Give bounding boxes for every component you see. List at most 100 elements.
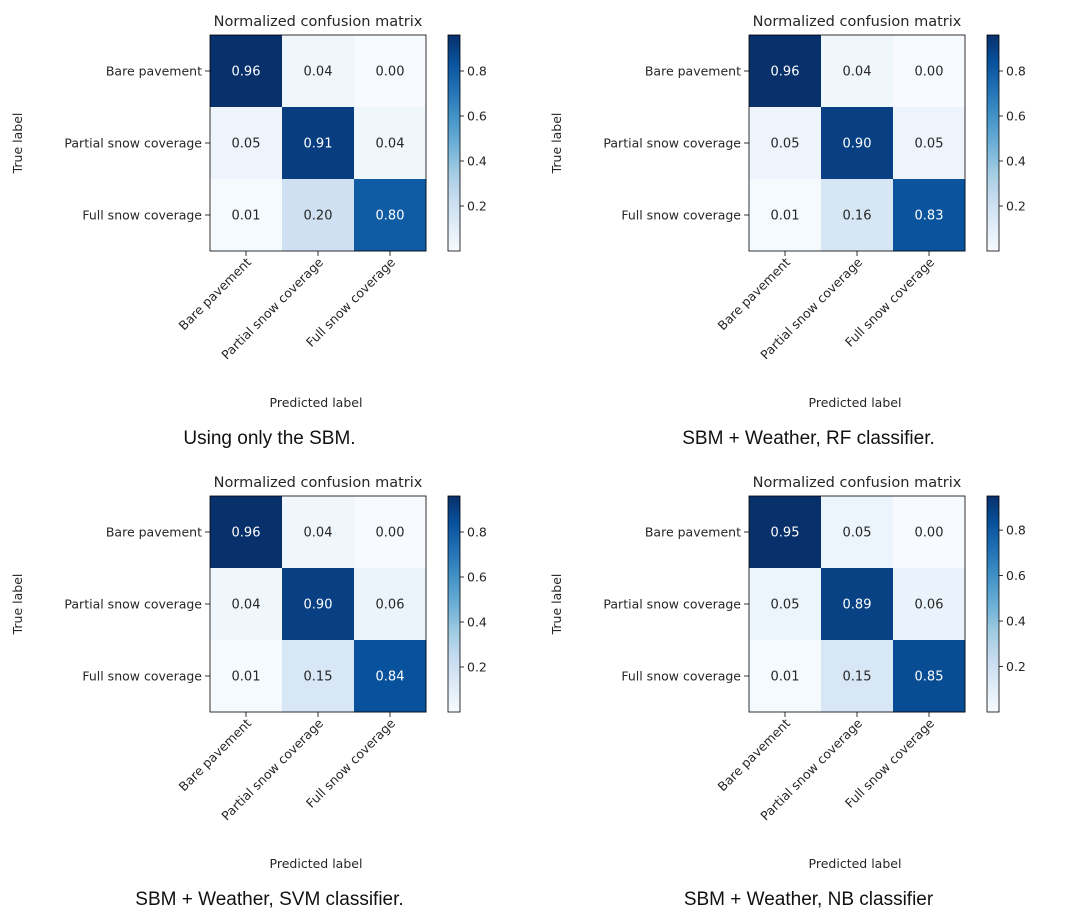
- y-axis-label: True label: [549, 574, 564, 636]
- heatmap-cell: [282, 107, 355, 180]
- cell-value-label: 0.85: [915, 670, 944, 685]
- cell-value-label: 0.01: [771, 670, 800, 685]
- heatmap-cell: [749, 568, 822, 641]
- colorbar-tick-label: 0.2: [467, 660, 487, 675]
- cell-value-label: 0.05: [771, 137, 800, 152]
- heatmap-cell: [210, 496, 283, 569]
- cell-value-label: 0.90: [843, 137, 872, 152]
- heatmap-cell: [749, 640, 822, 713]
- x-axis-label: Predicted label: [270, 856, 363, 871]
- cell-value-label: 0.06: [915, 598, 944, 613]
- colorbar-tick-label: 0.4: [1006, 614, 1026, 629]
- cell-value-label: 0.04: [376, 137, 405, 152]
- cell-value-label: 0.04: [843, 65, 872, 80]
- heatmap-cell: [282, 640, 355, 713]
- cell-value-label: 0.05: [771, 598, 800, 613]
- cell-value-label: 0.89: [843, 598, 872, 613]
- chart-caption: SBM + Weather, RF classifier.: [682, 428, 935, 449]
- cell-value-label: 0.04: [304, 526, 333, 541]
- heatmap-cell: [354, 640, 427, 713]
- colorbar-tick-label: 0.6: [467, 570, 487, 585]
- heatmap-cell: [354, 179, 427, 252]
- y-tick-label: Bare pavement: [645, 525, 741, 540]
- x-tick-label: Bare pavement: [176, 254, 255, 333]
- colorbar: [986, 34, 1000, 252]
- cell-value-label: 0.96: [232, 526, 261, 541]
- y-axis-label: True label: [10, 574, 25, 636]
- cell-value-label: 0.16: [843, 209, 872, 224]
- cell-value-label: 0.91: [304, 137, 333, 152]
- heatmap-cell: [893, 640, 966, 713]
- chart-caption: SBM + Weather, SVM classifier.: [135, 889, 404, 910]
- heatmap-cell: [893, 568, 966, 641]
- y-tick-label: Partial snow coverage: [64, 597, 202, 612]
- cell-value-label: 0.90: [304, 598, 333, 613]
- heatmap-cell: [821, 179, 894, 252]
- y-axis-label: True label: [10, 113, 25, 175]
- chart-caption: SBM + Weather, NB classifier: [683, 889, 934, 910]
- x-tick-label: Bare pavement: [715, 254, 794, 333]
- colorbar-tick-label: 0.8: [467, 64, 487, 79]
- y-tick-label: Partial snow coverage: [603, 597, 741, 612]
- colorbar-tick-label: 0.2: [1006, 659, 1026, 674]
- cell-value-label: 0.96: [771, 65, 800, 80]
- chart-title: Normalized confusion matrix: [214, 14, 423, 30]
- heatmap-cell: [893, 107, 966, 180]
- y-tick-label: Full snow coverage: [82, 669, 202, 684]
- cell-value-label: 0.80: [376, 209, 405, 224]
- colorbar-tick-label: 0.6: [1006, 568, 1026, 583]
- heatmap-cell: [821, 107, 894, 180]
- heatmap-cell: [282, 179, 355, 252]
- confusion-matrix-chart: Normalized confusion matrix 0.96 0.04 0.00 0…: [10, 14, 487, 410]
- chart-panel-sbm-only: Normalized confusion matrix 0.96 0.04 0.00 0…: [0, 0, 539, 460]
- heatmap-cell: [821, 568, 894, 641]
- cell-value-label: 0.01: [771, 209, 800, 224]
- x-axis-label: Predicted label: [270, 395, 363, 410]
- heatmap-cell: [210, 179, 283, 252]
- heatmap-cell: [282, 496, 355, 569]
- heatmap-cell: [749, 496, 822, 569]
- y-tick-label: Bare pavement: [645, 64, 741, 79]
- cell-value-label: 0.00: [376, 65, 405, 80]
- confusion-matrix-chart: Normalized confusion matrix 0.96 0.04 0.00 0…: [10, 475, 487, 871]
- cell-value-label: 0.95: [771, 526, 800, 541]
- cell-value-label: 0.05: [232, 137, 261, 152]
- cell-value-label: 0.15: [843, 670, 872, 685]
- heatmap-cell: [821, 35, 894, 108]
- y-axis-label: True label: [549, 113, 564, 175]
- cell-value-label: 0.84: [376, 670, 405, 685]
- x-tick-label: Bare pavement: [715, 715, 794, 794]
- chart-title: Normalized confusion matrix: [753, 475, 962, 491]
- heatmap-cell: [749, 107, 822, 180]
- colorbar-tick-label: 0.8: [1006, 523, 1026, 538]
- y-tick-label: Partial snow coverage: [64, 136, 202, 151]
- colorbar-tick-label: 0.8: [467, 525, 487, 540]
- heatmap-cell: [210, 107, 283, 180]
- cell-value-label: 0.01: [232, 670, 261, 685]
- cell-value-label: 0.20: [304, 209, 333, 224]
- y-tick-label: Bare pavement: [106, 64, 202, 79]
- cell-value-label: 0.04: [304, 65, 333, 80]
- x-axis-label: Predicted label: [809, 395, 902, 410]
- y-tick-label: Partial snow coverage: [603, 136, 741, 151]
- heatmap-cell: [749, 179, 822, 252]
- cell-value-label: 0.06: [376, 598, 405, 613]
- heatmap-cell: [210, 640, 283, 713]
- heatmap-cell: [282, 35, 355, 108]
- colorbar-tick-label: 0.4: [467, 154, 487, 169]
- y-tick-label: Bare pavement: [106, 525, 202, 540]
- heatmap-cell: [354, 568, 427, 641]
- chart-title: Normalized confusion matrix: [753, 14, 962, 30]
- x-axis-label: Predicted label: [809, 856, 902, 871]
- cell-value-label: 0.00: [915, 526, 944, 541]
- cell-value-label: 0.04: [232, 598, 261, 613]
- colorbar-tick-label: 0.4: [1006, 154, 1026, 169]
- colorbar-tick-label: 0.2: [467, 199, 487, 214]
- cell-value-label: 0.83: [915, 209, 944, 224]
- heatmap-cell: [893, 496, 966, 569]
- x-tick-label: Bare pavement: [176, 715, 255, 794]
- cell-value-label: 0.00: [915, 65, 944, 80]
- y-tick-label: Full snow coverage: [82, 208, 202, 223]
- colorbar-tick-label: 0.2: [1006, 199, 1026, 214]
